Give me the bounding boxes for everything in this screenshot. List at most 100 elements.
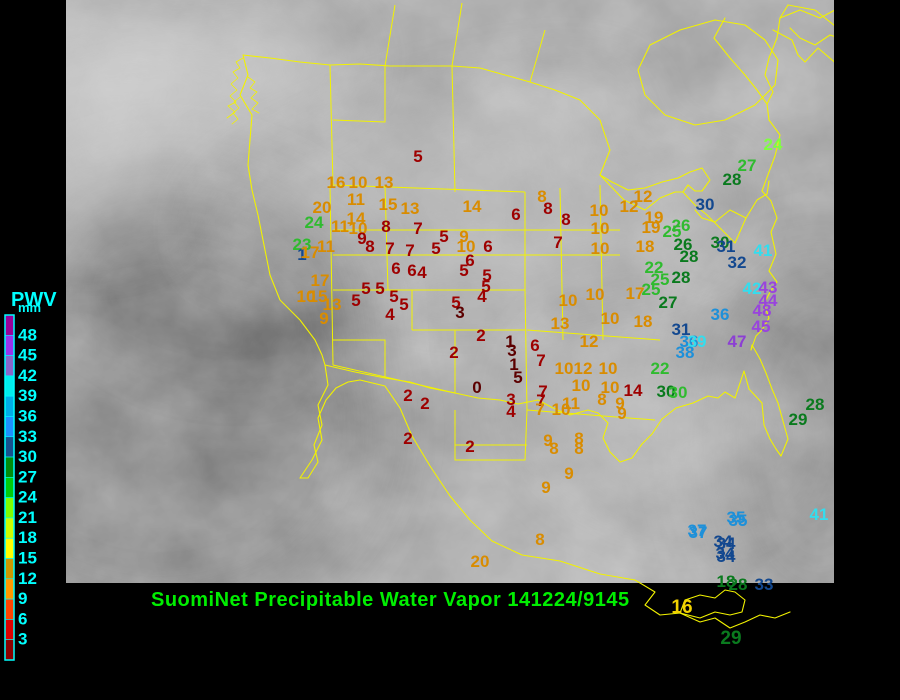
svg-text:8: 8 xyxy=(543,199,552,218)
svg-text:5: 5 xyxy=(389,287,398,306)
svg-text:18: 18 xyxy=(636,237,655,256)
svg-text:24: 24 xyxy=(18,488,37,507)
svg-text:4: 4 xyxy=(506,402,516,421)
svg-text:11: 11 xyxy=(347,190,365,209)
svg-text:11: 11 xyxy=(331,217,349,236)
svg-text:2: 2 xyxy=(476,326,485,345)
svg-text:18: 18 xyxy=(18,528,37,547)
svg-text:4: 4 xyxy=(417,263,427,282)
svg-text:11: 11 xyxy=(562,394,580,413)
svg-text:6: 6 xyxy=(511,205,520,224)
svg-text:4: 4 xyxy=(477,287,487,306)
svg-text:20: 20 xyxy=(471,552,490,571)
svg-text:33: 33 xyxy=(18,427,37,446)
svg-text:28: 28 xyxy=(806,395,825,414)
svg-text:2: 2 xyxy=(449,343,458,362)
svg-text:15: 15 xyxy=(18,549,37,568)
svg-text:9: 9 xyxy=(18,589,27,608)
svg-text:14: 14 xyxy=(463,197,482,216)
svg-text:13: 13 xyxy=(375,173,394,192)
svg-text:10: 10 xyxy=(590,201,609,220)
svg-text:9: 9 xyxy=(564,464,573,483)
svg-text:5: 5 xyxy=(399,295,408,314)
svg-text:8: 8 xyxy=(574,439,583,458)
svg-text:29: 29 xyxy=(720,628,741,649)
svg-text:27: 27 xyxy=(18,467,37,486)
svg-text:7: 7 xyxy=(405,241,414,260)
svg-text:36: 36 xyxy=(18,406,37,425)
svg-text:3: 3 xyxy=(455,303,464,322)
svg-text:28: 28 xyxy=(680,247,699,266)
svg-text:7: 7 xyxy=(385,239,394,258)
svg-text:15: 15 xyxy=(379,195,398,214)
svg-text:6: 6 xyxy=(391,259,400,278)
svg-text:4: 4 xyxy=(385,305,395,324)
svg-text:8: 8 xyxy=(561,210,570,229)
svg-text:45: 45 xyxy=(752,317,771,336)
svg-text:18: 18 xyxy=(634,312,653,331)
svg-text:30: 30 xyxy=(696,195,715,214)
svg-text:9: 9 xyxy=(319,309,328,328)
svg-text:6: 6 xyxy=(483,237,492,256)
svg-text:33: 33 xyxy=(755,575,774,594)
svg-text:45: 45 xyxy=(18,346,37,365)
svg-text:12: 12 xyxy=(18,569,37,588)
svg-text:47: 47 xyxy=(728,332,747,351)
svg-text:17: 17 xyxy=(301,243,320,262)
svg-text:10: 10 xyxy=(559,291,578,310)
svg-text:27: 27 xyxy=(659,293,678,312)
svg-text:28: 28 xyxy=(672,268,691,287)
svg-text:21: 21 xyxy=(18,508,37,527)
svg-text:2: 2 xyxy=(403,429,412,448)
svg-text:8: 8 xyxy=(381,217,390,236)
svg-text:8: 8 xyxy=(365,237,374,256)
svg-text:13: 13 xyxy=(551,314,570,333)
svg-text:16: 16 xyxy=(671,597,692,618)
svg-text:SuomiNet Precipitable Water Va: SuomiNet Precipitable Water Vapor 141224… xyxy=(151,589,630,611)
svg-text:9: 9 xyxy=(617,404,626,423)
svg-text:24: 24 xyxy=(764,135,783,154)
svg-text:36: 36 xyxy=(711,305,730,324)
svg-text:5: 5 xyxy=(351,291,360,310)
svg-text:10: 10 xyxy=(601,309,620,328)
svg-text:6: 6 xyxy=(18,609,27,628)
svg-text:11: 11 xyxy=(317,237,335,256)
svg-text:5: 5 xyxy=(482,266,491,285)
svg-text:16: 16 xyxy=(327,173,346,192)
svg-text:12: 12 xyxy=(620,197,639,216)
svg-text:18: 18 xyxy=(717,572,736,591)
svg-text:32: 32 xyxy=(728,253,747,272)
svg-text:7: 7 xyxy=(413,219,422,238)
svg-text:38: 38 xyxy=(676,343,695,362)
svg-text:7: 7 xyxy=(553,233,562,252)
svg-text:5: 5 xyxy=(413,147,422,166)
svg-text:5: 5 xyxy=(431,239,440,258)
svg-text:2: 2 xyxy=(420,394,429,413)
svg-text:5: 5 xyxy=(459,261,468,280)
svg-text:12: 12 xyxy=(574,359,593,378)
svg-text:13: 13 xyxy=(401,199,420,218)
svg-text:10: 10 xyxy=(599,359,618,378)
svg-text:41: 41 xyxy=(810,505,829,524)
svg-text:10: 10 xyxy=(586,285,605,304)
svg-text:7: 7 xyxy=(536,351,545,370)
svg-text:19: 19 xyxy=(642,218,661,237)
svg-text:12: 12 xyxy=(580,332,599,351)
svg-text:29: 29 xyxy=(789,410,808,429)
svg-text:35: 35 xyxy=(727,508,746,527)
svg-text:6: 6 xyxy=(407,261,416,280)
svg-text:48: 48 xyxy=(18,325,37,344)
svg-text:2: 2 xyxy=(403,386,412,405)
svg-text:8: 8 xyxy=(597,390,606,409)
svg-text:30: 30 xyxy=(669,383,688,402)
svg-text:2: 2 xyxy=(465,437,474,456)
svg-text:0: 0 xyxy=(472,378,481,397)
svg-text:28: 28 xyxy=(723,170,742,189)
svg-text:39: 39 xyxy=(18,386,37,405)
svg-text:3: 3 xyxy=(18,630,27,649)
svg-text:41: 41 xyxy=(754,241,773,260)
svg-text:10: 10 xyxy=(591,239,610,258)
svg-text:42: 42 xyxy=(18,366,37,385)
svg-text:30: 30 xyxy=(18,447,37,466)
svg-text:14: 14 xyxy=(624,381,643,400)
